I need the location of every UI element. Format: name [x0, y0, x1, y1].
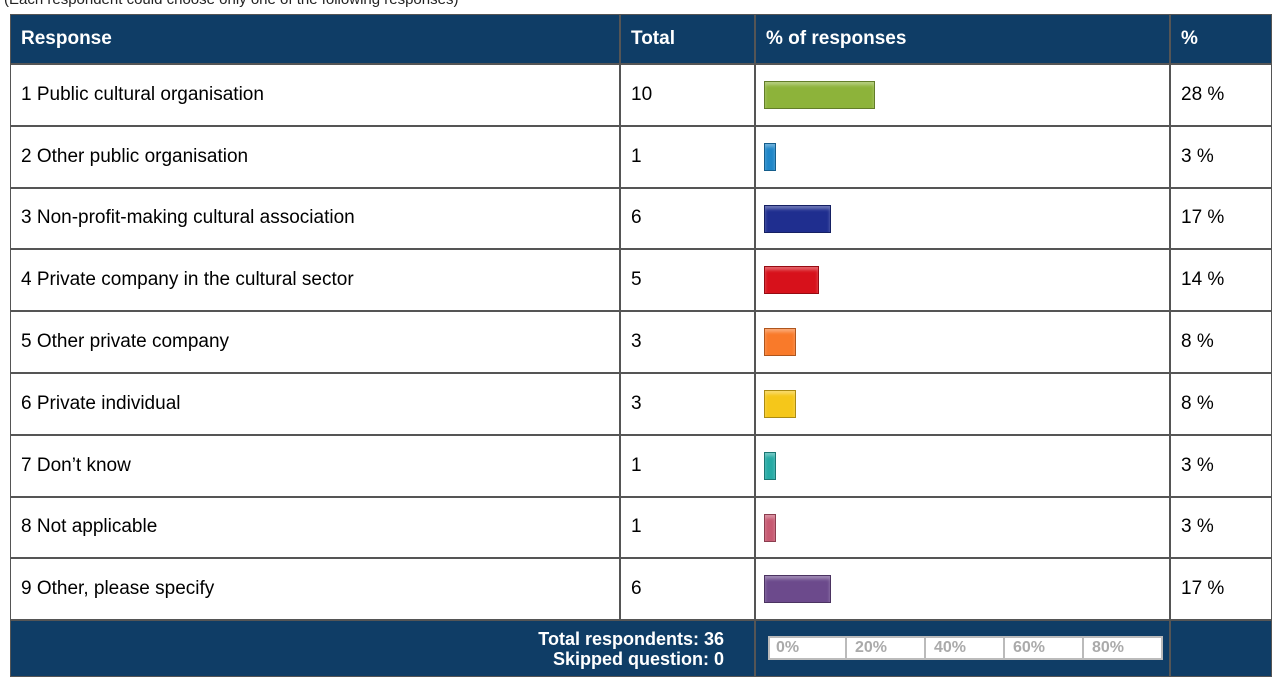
percent-cell: 14 %: [1170, 249, 1272, 312]
header-cell: Total: [620, 14, 755, 64]
axis-tick: 20%: [847, 638, 926, 659]
percent-cell: 8 %: [1170, 311, 1272, 373]
response-cell: 6 Private individual: [10, 373, 620, 435]
axis-tick: 60%: [1005, 638, 1084, 659]
footer-left: Total respondents: 36 Skipped question: 0: [10, 620, 755, 677]
bar-cell: [755, 373, 1170, 435]
header-cell: Response: [10, 14, 620, 64]
bar-cell: [755, 64, 1170, 126]
response-cell: 1 Public cultural organisation: [10, 64, 620, 126]
bar: [764, 575, 832, 604]
percent-cell: 3 %: [1170, 125, 1272, 188]
percent-cell: 3 %: [1170, 434, 1272, 497]
percent-cell: 8 %: [1170, 373, 1272, 435]
response-cell: 2 Other public organisation: [10, 125, 620, 188]
bar: [764, 142, 776, 171]
axis-tick: 0%: [768, 638, 847, 659]
total-cell: 3: [620, 373, 755, 435]
percent-cell: 17 %: [1170, 558, 1272, 621]
total-cell: 5: [620, 249, 755, 312]
bar-cell: [755, 187, 1170, 250]
header-cell: % of responses: [755, 14, 1170, 64]
axis-tick: 40%: [926, 638, 1005, 659]
total-cell: 1: [620, 496, 755, 559]
bar-cell: [755, 249, 1170, 312]
bar: [764, 266, 820, 295]
percent-cell: 3 %: [1170, 496, 1272, 559]
response-cell: 5 Other private company: [10, 311, 620, 373]
bar-cell: [755, 311, 1170, 373]
total-cell: 6: [620, 187, 755, 250]
bar-cell: [755, 496, 1170, 559]
bar: [764, 390, 796, 418]
bar: [764, 328, 796, 357]
axis-tick: 80%: [1084, 638, 1163, 659]
header-cell: %: [1170, 14, 1272, 64]
skipped-question: Skipped question: 0: [552, 648, 724, 669]
total-respondents: Total respondents: 36: [538, 628, 724, 649]
total-cell: 6: [620, 558, 755, 621]
bar-cell: [755, 558, 1170, 621]
response-cell: 9 Other, please specify: [10, 558, 620, 621]
bar: [764, 451, 776, 480]
response-cell: 4 Private company in the cultural sector: [10, 249, 620, 312]
bar: [764, 81, 875, 109]
response-cell: 8 Not applicable: [10, 496, 620, 559]
axis-box: [768, 636, 1163, 661]
total-cell: 1: [620, 125, 755, 188]
note: (Each respondent could choose only one o…: [4, 0, 458, 8]
bar: [764, 513, 776, 542]
response-cell: 7 Don’t know: [10, 434, 620, 497]
total-cell: 3: [620, 311, 755, 373]
bar: [764, 204, 832, 233]
total-cell: 10: [620, 64, 755, 126]
total-cell: 1: [620, 434, 755, 497]
footer-right: [1170, 620, 1272, 677]
percent-cell: 28 %: [1170, 64, 1272, 126]
bar-cell: [755, 434, 1170, 497]
percent-cell: 17 %: [1170, 187, 1272, 250]
bar-cell: [755, 125, 1170, 188]
response-cell: 3 Non-profit-making cultural association: [10, 187, 620, 250]
